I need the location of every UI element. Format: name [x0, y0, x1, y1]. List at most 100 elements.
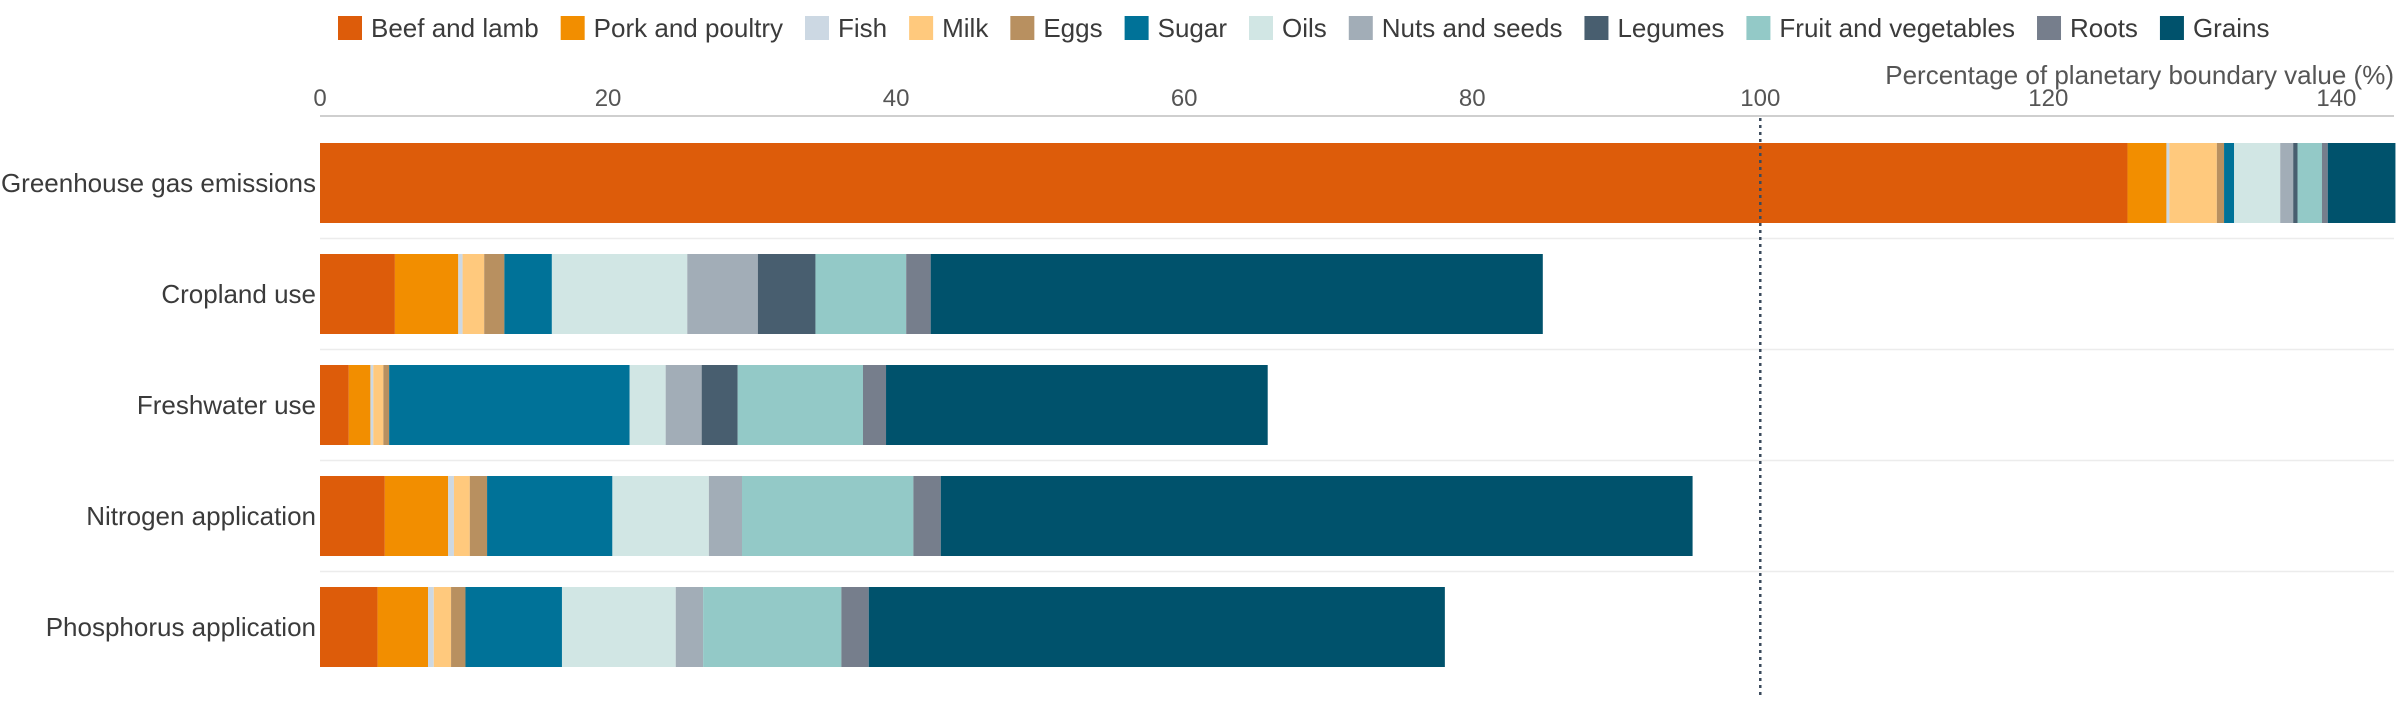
x-tick-label: 120 [2028, 85, 2068, 112]
bar-segment-pork-and-poultry [394, 254, 459, 334]
bars [320, 143, 2396, 667]
category-label-greenhouse-gas-emissions: Greenhouse gas emissions [1, 168, 316, 198]
legend-item-legumes: Legumes [1584, 13, 1724, 43]
x-tick-label: 60 [1171, 85, 1198, 112]
legend-item-roots: Roots [2037, 13, 2138, 43]
bar-segment-grains [868, 587, 1445, 667]
bar-segment-nuts-and-seeds [675, 587, 704, 667]
bar-segment-nuts-and-seeds [687, 254, 758, 334]
bar-segment-roots [906, 254, 931, 334]
bar-segment-beef-and-lamb [320, 365, 349, 445]
bar-segment-sugar [487, 476, 613, 556]
bar-row-phosphorus-application [320, 587, 1445, 667]
category-label-nitrogen-application: Nitrogen application [86, 501, 316, 531]
legend-label: Oils [1282, 13, 1327, 43]
legend-label: Milk [942, 13, 989, 43]
legend-swatch [1348, 16, 1373, 40]
bar-segment-eggs [451, 587, 466, 667]
bar-segment-beef-and-lamb [320, 143, 2128, 223]
bar-segment-pork-and-poultry [2127, 143, 2167, 223]
x-tick-label: 20 [595, 85, 622, 112]
category-labels: Greenhouse gas emissions Cropland use Fres… [1, 168, 316, 642]
bar-segment-sugar [504, 254, 552, 334]
legend-swatch [1584, 16, 1609, 40]
bar-segment-pork-and-poultry [348, 365, 371, 445]
bar-segment-roots [841, 587, 869, 667]
legend-label: Beef and lamb [371, 13, 539, 43]
x-tick-label: 40 [883, 85, 910, 112]
legend-item-fish: Fish [805, 13, 887, 43]
x-tick-label: 140 [2316, 85, 2356, 112]
bar-segment-milk [373, 365, 384, 445]
legend-item-beef-and-lamb: Beef and lamb [338, 13, 539, 43]
legend-swatch [1746, 16, 1771, 40]
bar-segment-oils [2234, 143, 2281, 223]
legend-label: Fish [838, 13, 887, 43]
bar-segment-fish [428, 587, 434, 667]
legend-swatch [805, 16, 829, 40]
bar-segment-fish [458, 254, 463, 334]
legend-label: Sugar [1158, 13, 1228, 43]
legend-item-grains: Grains [2159, 13, 2270, 43]
bar-segment-grains [940, 476, 1693, 556]
x-axis-title: Percentage of planetary boundary value (… [1885, 60, 2394, 90]
bar-segment-grains [930, 254, 1543, 334]
bar-segment-sugar [389, 365, 630, 445]
bar-row-cropland-use [320, 254, 1543, 334]
bar-segment-fruit-and-vegetables [703, 587, 842, 667]
bar-segment-oils [612, 476, 709, 556]
bar-segment-legumes [757, 254, 816, 334]
legend-label: Grains [2193, 13, 2270, 43]
legend-label: Legumes [1617, 13, 1724, 43]
bar-segment-eggs [383, 365, 390, 445]
bar-segment-roots [2321, 143, 2328, 223]
legend-label: Nuts and seeds [1382, 13, 1563, 43]
bar-segment-nuts-and-seeds [708, 476, 743, 556]
bar-segment-eggs [469, 476, 488, 556]
bar-segment-grains [2327, 143, 2396, 223]
legend-item-milk: Milk [909, 13, 989, 43]
bar-segment-eggs [484, 254, 505, 334]
category-label-freshwater-use: Freshwater use [137, 390, 316, 420]
x-tick-label: 80 [1459, 85, 1486, 112]
bar-segment-sugar [465, 587, 562, 667]
legend-swatch [560, 16, 585, 40]
bar-segment-oils [551, 254, 688, 334]
bar-segment-nuts-and-seeds [2280, 143, 2294, 223]
bar-segment-fruit-and-vegetables [742, 476, 914, 556]
bar-row-freshwater-use [320, 365, 1268, 445]
bar-segment-milk [462, 254, 485, 334]
legend-item-oils: Oils [1249, 13, 1327, 43]
bar-segment-fish [370, 365, 374, 445]
bar-segment-nuts-and-seeds [665, 365, 702, 445]
legend-label: Pork and poultry [594, 13, 783, 43]
bar-segment-milk [433, 587, 452, 667]
x-tick-label: 100 [1740, 85, 1780, 112]
bar-segment-milk [2169, 143, 2217, 223]
bar-row-greenhouse-gas-emissions [320, 143, 2396, 223]
legend-label: Fruit and vegetables [1779, 13, 2015, 43]
legend: Beef and lamb Pork and poultry Fish Milk Egg… [338, 13, 2270, 43]
bar-segment-fruit-and-vegetables [737, 365, 863, 445]
legend-item-fruit-and-vegetables: Fruit and vegetables [1746, 13, 2015, 43]
legend-item-sugar: Sugar [1124, 13, 1228, 43]
bar-segment-fish [448, 476, 454, 556]
bar-segment-beef-and-lamb [320, 476, 385, 556]
legend-swatch [1249, 16, 1273, 40]
legend-swatch [1010, 16, 1035, 40]
category-label-phosphorus-application: Phosphorus application [46, 612, 316, 642]
bar-segment-legumes [2293, 143, 2298, 223]
bar-segment-fruit-and-vegetables [815, 254, 907, 334]
gridlines [320, 237, 2394, 573]
bar-segment-legumes [701, 365, 738, 445]
bar-segment-sugar [2224, 143, 2235, 223]
bar-segment-fruit-and-vegetables [2297, 143, 2322, 223]
bar-segment-fish [2166, 143, 2170, 223]
bar-segment-roots [862, 365, 887, 445]
x-tick-label: 0 [313, 85, 326, 112]
legend-swatch [2037, 16, 2062, 40]
bar-segment-roots [913, 476, 941, 556]
